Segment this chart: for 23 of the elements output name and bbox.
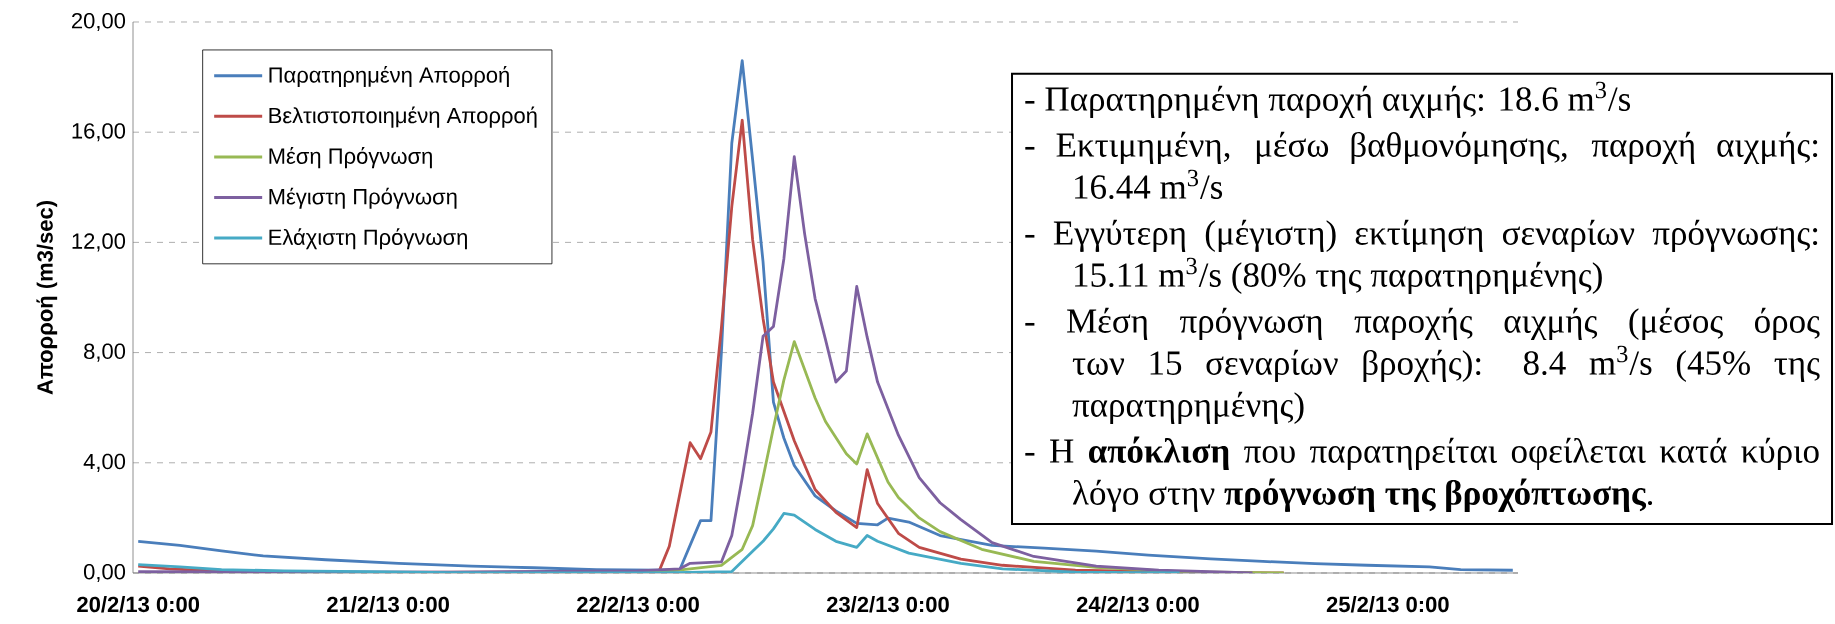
annotation: - Εκτιμημένη, μέσω βαθμονόμησης, παροχή αιχμής: 16.44 m$^{3}$/s bbox=[1025, 131, 1818, 200]
x-tick-label: 20/2/13 0:00 bbox=[77, 596, 200, 613]
x-tick-label: 25/2/13 0:00 bbox=[1326, 596, 1449, 613]
legend-label: Μέση Πρόγνωση bbox=[269, 147, 432, 169]
legend-label: Ελάχιστη Πρόγνωση bbox=[269, 228, 467, 250]
y-axis-title: Απορροή (m3/sec) bbox=[36, 201, 58, 395]
x-tick-label: 23/2/13 0:00 bbox=[826, 596, 949, 613]
y-tick-label: 12,00 bbox=[72, 233, 126, 252]
y-tick-label: 4,00 bbox=[83, 453, 126, 472]
y-tick-label: 20,00 bbox=[71, 12, 126, 32]
y-tick-label: 8,00 bbox=[84, 343, 126, 362]
legend-label: Μέγιστη Πρόγνωση bbox=[269, 187, 457, 209]
y-tick-label: 16,00 bbox=[72, 123, 126, 142]
annotation: - Η απόκλιση που παρατηρείται οφείλεται κατά κύριο λόγο στην πρόγνωση της βροχόπτωσης. bbox=[1025, 436, 1819, 512]
annotation: - Εγγύτερη (μέγιστη) εκτίμηση σεναρίων πρόγνωσης: 15.11 m$^{3}$/s (80% της παρατηρημένης) bbox=[1025, 219, 1818, 295]
x-tick-label: 22/2/13 0:00 bbox=[577, 596, 699, 613]
y-tick-label: 0,00 bbox=[83, 563, 126, 583]
x-tick-label: 24/2/13 0:00 bbox=[1076, 596, 1199, 613]
annotation: - Παρατηρημένη παροχή αιχμής: 18.6 m$^{3}$/s bbox=[1025, 81, 1631, 119]
x-tick-label: 21/2/13 0:00 bbox=[327, 596, 449, 613]
text: - Μέση πρόγνωση παροχής αιχμής (μέσος όρος των 15 σεναρίων βροχής): 8.4 m$^{3}$/s (45% της παρατηρημένης) bbox=[1025, 307, 1820, 425]
legend-label: Παρατηρημένη Απορροή bbox=[269, 65, 509, 88]
legend-label: Βελτιστοποιημένη Απορροή bbox=[269, 106, 537, 128]
